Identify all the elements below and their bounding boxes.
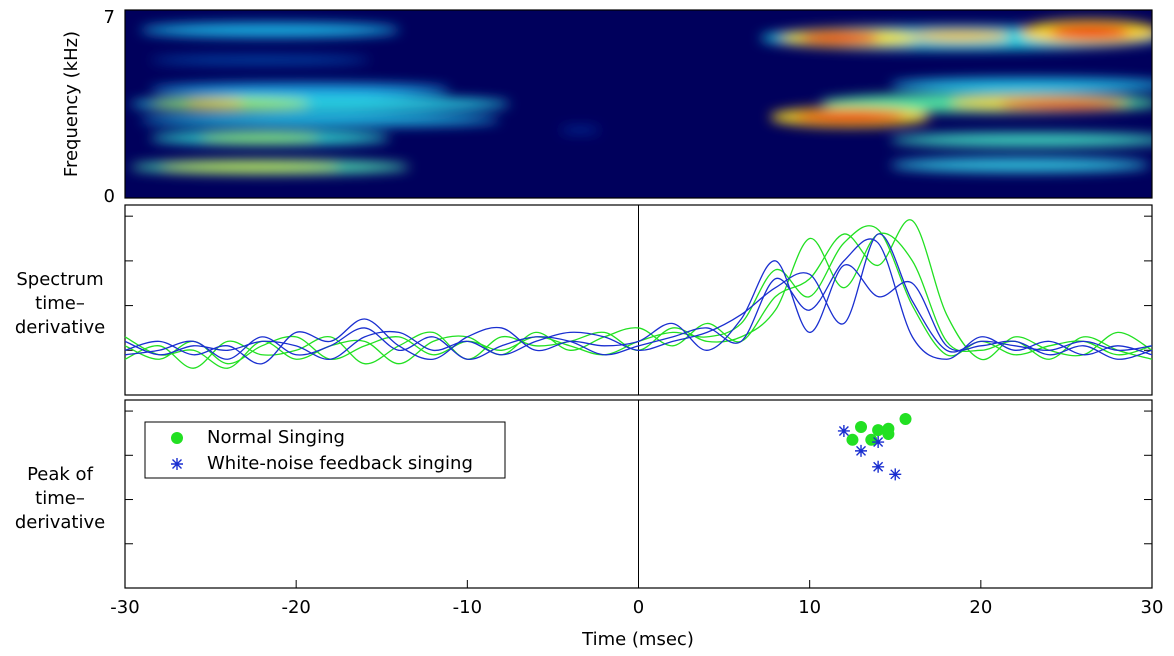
legend-marker xyxy=(171,458,183,470)
panel-frame xyxy=(124,9,1153,199)
point xyxy=(865,433,878,446)
y-axis-label: derivative xyxy=(15,512,105,533)
x-tick-label: 20 xyxy=(969,597,992,618)
x-axis-label: Time (msec) xyxy=(581,629,694,650)
y-axis-label: Frequency (kHz) xyxy=(61,31,82,177)
series-line xyxy=(124,233,1153,360)
point xyxy=(899,413,912,426)
series-line xyxy=(124,238,1153,360)
point xyxy=(855,420,868,433)
legend-label: White-noise feedback singing xyxy=(207,453,473,474)
legend-marker xyxy=(171,432,183,444)
x-tick-label: 10 xyxy=(798,597,821,618)
point xyxy=(837,424,850,437)
y-tick-label: 0 xyxy=(104,186,115,207)
point xyxy=(846,433,859,446)
point xyxy=(872,436,885,449)
point xyxy=(882,428,895,441)
point xyxy=(889,468,902,481)
x-tick-label: -30 xyxy=(110,597,139,618)
legend-label: Normal Singing xyxy=(207,427,345,448)
y-axis-label: derivative xyxy=(15,317,105,338)
x-tick-label: -20 xyxy=(281,597,310,618)
point xyxy=(872,424,885,437)
series-line xyxy=(124,260,1153,365)
series-line xyxy=(124,232,1153,369)
series-line xyxy=(124,219,1153,369)
y-axis-label: time– xyxy=(35,488,85,509)
x-tick-label: 30 xyxy=(1141,597,1164,618)
x-tick-label: -10 xyxy=(453,597,482,618)
x-tick-label: 0 xyxy=(633,597,644,618)
point xyxy=(855,444,868,457)
y-axis-label: Spectrum xyxy=(16,269,103,290)
y-axis-label: time– xyxy=(35,293,85,314)
point xyxy=(872,460,885,473)
legend-box xyxy=(144,421,506,479)
y-axis-label: Peak of xyxy=(27,464,93,485)
y-tick-label: 7 xyxy=(104,7,115,28)
spectrogram xyxy=(125,10,1152,198)
